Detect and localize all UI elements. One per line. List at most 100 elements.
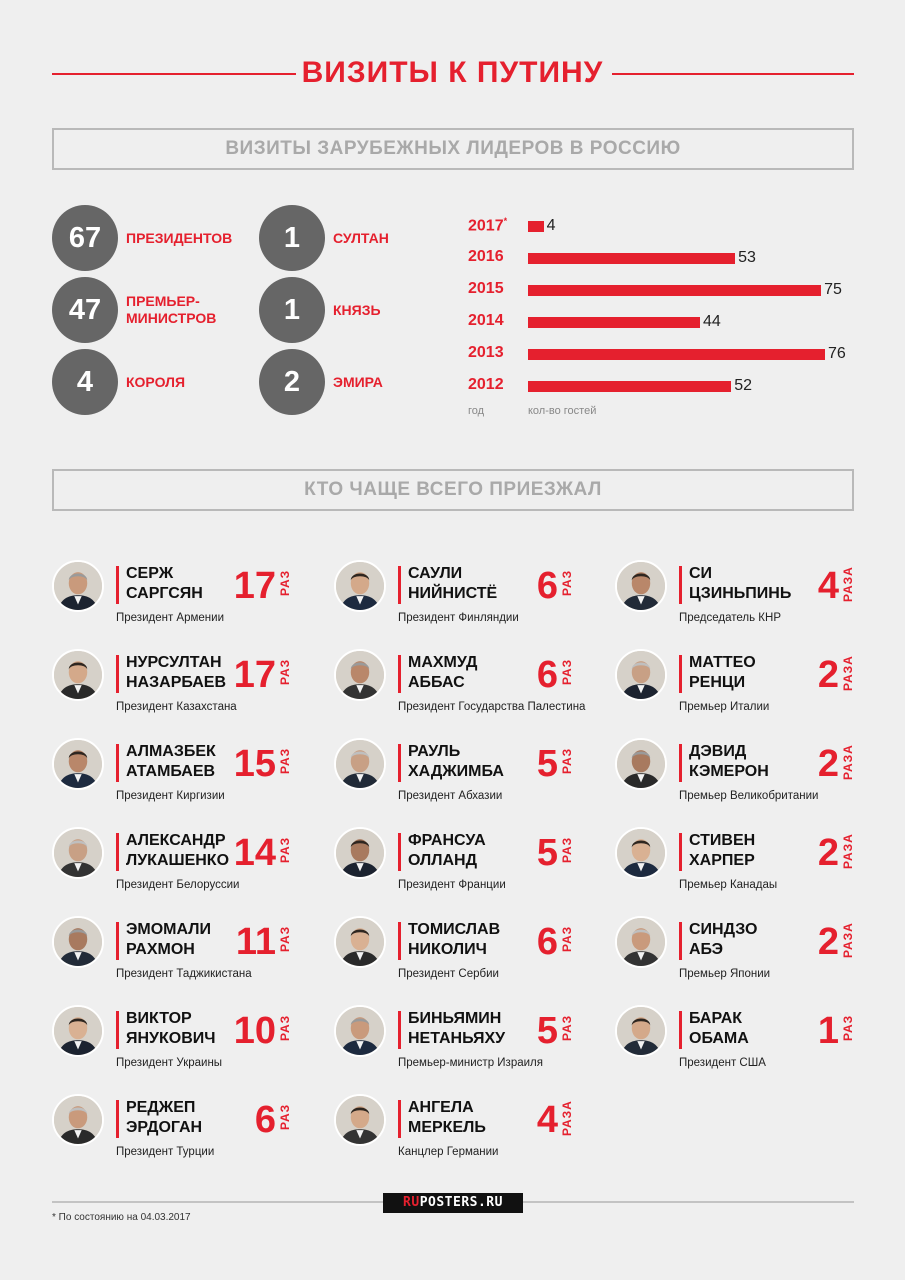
leader-name: МАХМУД АББАС [408, 654, 478, 691]
section-title-frequent: КТО ЧАЩЕ ВСЕГО ПРИЕЗЖАЛ [52, 469, 854, 511]
avatar [615, 1005, 667, 1057]
stat-circle: 2 [259, 349, 325, 415]
bar-year-label: 2016 [468, 248, 504, 265]
bar-year-label: 2012 [468, 376, 504, 393]
bar-value-label: 4 [546, 217, 556, 234]
visit-count: 5 [536, 1010, 558, 1052]
leader-card: СТИВЕН ХАРПЕР Премьер Канадаы 2 РАЗА [615, 819, 885, 899]
name-accent-bar [398, 922, 401, 960]
leader-name: ФРАНСУА ОЛЛАНД [408, 832, 486, 869]
leader-card: АЛЕКСАНДР ЛУКАШЕНКО Президент Белоруссии 14… [52, 819, 322, 899]
bar [528, 349, 825, 360]
visit-count: 6 [536, 565, 558, 607]
leader-card: СИ ЦЗИНЬПИНЬ Председатель КНР 4 РАЗА [615, 552, 885, 632]
avatar [52, 1094, 104, 1146]
stat-label: ПРЕМЬЕР- МИНИСТРОВ [126, 293, 217, 326]
avatar [615, 560, 667, 612]
leader-role: Президент Турции [116, 1146, 215, 1158]
stat-label: СУЛТАН [333, 230, 389, 246]
page-title: ВИЗИТЫ К ПУТИНУ [301, 56, 604, 89]
stat-circle: 47 [52, 277, 118, 343]
avatar [334, 560, 386, 612]
leader-role: Президент Армении [116, 612, 224, 624]
avatar [52, 649, 104, 701]
leader-card: ЭМОМАЛИ РАХМОН Президент Таджикистана 11 РАЗ [52, 908, 322, 988]
leader-name: ДЭВИД КЭМЕРОН [689, 743, 769, 780]
visit-unit: РАЗ [278, 836, 292, 863]
leader-role: Президент Украины [116, 1057, 223, 1069]
name-accent-bar [398, 833, 401, 871]
leader-card: АНГЕЛА МЕРКЕЛЬ Канцлер Германии 4 РАЗА [334, 1086, 604, 1166]
leader-name: ТОМИСЛАВ НИКОЛИЧ [408, 921, 501, 958]
leader-card: ТОМИСЛАВ НИКОЛИЧ Президент Сербии 6 РАЗ [334, 908, 604, 988]
avatar [334, 738, 386, 790]
leader-name: СИ ЦЗИНЬПИНЬ [689, 565, 792, 602]
leader-card: РАУЛЬ ХАДЖИМБА Президент Абхазии 5 РАЗ [334, 730, 604, 810]
visit-count: 6 [536, 921, 558, 963]
leader-card: СИНДЗО АБЭ Премьер Японии 2 РАЗА [615, 908, 885, 988]
bar-value-label: 75 [824, 281, 842, 298]
stat-circle: 4 [52, 349, 118, 415]
name-accent-bar [679, 655, 682, 693]
avatar [52, 1005, 104, 1057]
visit-count: 6 [254, 1099, 276, 1141]
avatar [334, 649, 386, 701]
leader-name: СИНДЗО АБЭ [689, 921, 758, 958]
bar [528, 317, 700, 328]
leader-name: АНГЕЛА МЕРКЕЛЬ [408, 1099, 486, 1136]
leader-role: Премьер Великобритании [679, 790, 819, 802]
name-accent-bar [116, 566, 119, 604]
leader-role: Премьер Японии [679, 968, 771, 980]
stat-circle: 1 [259, 277, 325, 343]
avatar [52, 560, 104, 612]
leader-role: Председатель КНР [679, 612, 781, 624]
bar [528, 285, 822, 296]
visit-unit: РАЗА [841, 744, 855, 780]
leader-role: Президент Государства Палестина [398, 701, 586, 713]
leader-role: Президент Сербии [398, 968, 499, 980]
visit-count: 2 [817, 921, 839, 963]
visit-count: 5 [536, 832, 558, 874]
visit-unit: РАЗ [560, 1014, 574, 1041]
visit-count: 15 [233, 743, 276, 785]
leader-name: ЭМОМАЛИ РАХМОН [126, 921, 211, 958]
leader-role: Президент Казахстана [116, 701, 237, 713]
leader-name: БАРАК ОБАМА [689, 1010, 749, 1047]
visit-unit: РАЗ [560, 569, 574, 596]
visit-unit: РАЗ [278, 658, 292, 685]
visit-count: 11 [235, 921, 276, 963]
name-accent-bar [116, 922, 119, 960]
visit-unit: РАЗА [560, 1100, 574, 1136]
visit-unit: РАЗА [841, 566, 855, 602]
leader-card: САУЛИ НИЙНИСТЁ Президент Финляндии 6 РАЗ [334, 552, 604, 632]
bar [528, 221, 544, 232]
visit-unit: РАЗ [278, 1014, 292, 1041]
visit-unit: РАЗА [841, 655, 855, 691]
name-accent-bar [398, 566, 401, 604]
bar [528, 253, 736, 264]
visit-unit: РАЗ [560, 658, 574, 685]
avatar [615, 738, 667, 790]
name-accent-bar [116, 1100, 119, 1138]
name-accent-bar [398, 1011, 401, 1049]
visit-unit: РАЗ [560, 747, 574, 774]
leader-role: Премьер Канадаы [679, 879, 778, 891]
name-accent-bar [116, 744, 119, 782]
leader-card: СЕРЖ САРГСЯН Президент Армении 17 РАЗ [52, 552, 322, 632]
stat-circle: 67 [52, 205, 118, 271]
visit-count: 4 [536, 1099, 558, 1141]
visit-unit: РАЗ [560, 925, 574, 952]
visit-count: 2 [817, 743, 839, 785]
visit-count: 17 [233, 654, 276, 696]
leader-name: РАУЛЬ ХАДЖИМБА [408, 743, 504, 780]
name-accent-bar [398, 744, 401, 782]
visit-unit: РАЗА [841, 922, 855, 958]
visit-unit: РАЗ [560, 836, 574, 863]
leader-card: АЛМАЗБЕК АТАМБАЕВ Президент Киргизии 15 РАЗ [52, 730, 322, 810]
visit-count: 2 [817, 832, 839, 874]
avatar [615, 827, 667, 879]
visit-count: 4 [817, 565, 839, 607]
leader-role: Президент США [679, 1057, 766, 1069]
avatar [334, 827, 386, 879]
axis-caption-year: год [468, 405, 485, 417]
